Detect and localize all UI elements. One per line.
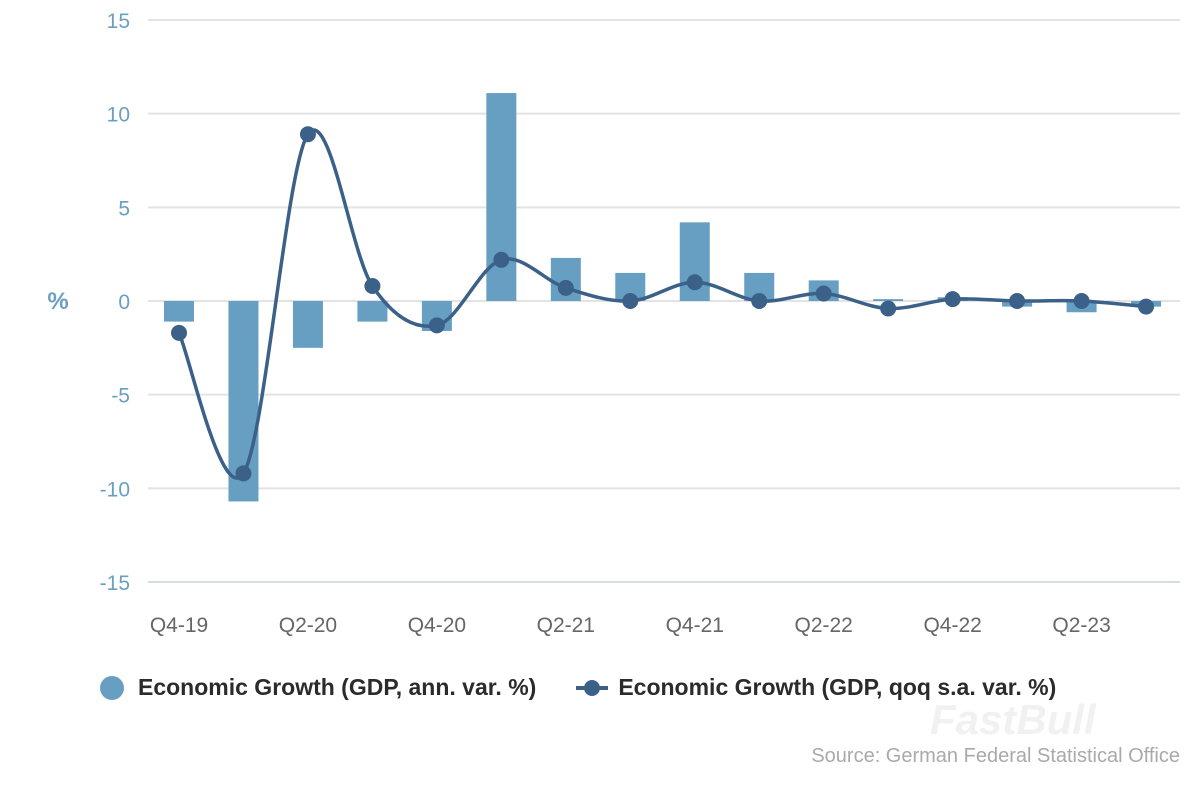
legend: Economic Growth (GDP, ann. var. %) Econo… [100, 674, 1096, 701]
legend-label-annual: Economic Growth (GDP, ann. var. %) [138, 674, 537, 700]
x-tick-label: Q2-22 [795, 614, 853, 637]
line-point [364, 278, 381, 295]
bar [357, 301, 388, 322]
y-tick-label: 10 [107, 104, 130, 127]
x-tick-label: Q2-21 [537, 614, 595, 637]
bar [486, 93, 517, 301]
watermark-logo: FastBull [930, 696, 1096, 743]
bar [164, 301, 194, 322]
series-line [177, 128, 1147, 480]
line-point [428, 317, 445, 334]
legend-line-marker [576, 676, 609, 700]
line-point [299, 126, 316, 143]
y-tick-label: 15 [107, 10, 130, 33]
legend-bar-marker [100, 675, 124, 700]
y-tick-label: -10 [100, 478, 130, 501]
line-point [235, 465, 252, 482]
bar [292, 301, 323, 348]
line-point [1009, 293, 1026, 309]
legend-label-qoq: Economic Growth (GDP, qoq s.a. var. %) [618, 674, 1057, 700]
x-tick-label: Q4-21 [666, 614, 724, 637]
line-point [944, 291, 961, 308]
x-tick-label: Q2-23 [1052, 614, 1110, 637]
y-tick-label: -15 [100, 572, 130, 595]
legend-item-annual[interactable]: Economic Growth (GDP, ann. var. %) [100, 674, 536, 701]
line-point [880, 300, 897, 317]
x-tick-label: Q4-20 [408, 614, 466, 637]
y-tick-label: 0 [118, 291, 130, 314]
x-tick-label: Q4-22 [923, 614, 981, 637]
y-tick-label: -5 [111, 385, 130, 408]
legend-item-qoq[interactable]: Economic Growth (GDP, qoq s.a. var. %) [576, 674, 1056, 701]
line-point [686, 274, 703, 291]
bar [873, 299, 904, 301]
x-tick-label: Q4-19 [150, 614, 208, 637]
line-point [171, 324, 187, 341]
line-point [493, 251, 510, 268]
source-note: Source: German Federal Statistical Offic… [811, 745, 1180, 767]
line-point [622, 293, 639, 309]
line-point [1073, 293, 1090, 309]
y-axis-label: % [47, 288, 68, 315]
line-point [557, 279, 574, 296]
line-point [751, 293, 768, 309]
line-point [1138, 298, 1155, 315]
y-tick-label: 5 [118, 197, 130, 220]
line-point [815, 285, 832, 302]
x-tick-label: Q2-20 [279, 614, 337, 637]
